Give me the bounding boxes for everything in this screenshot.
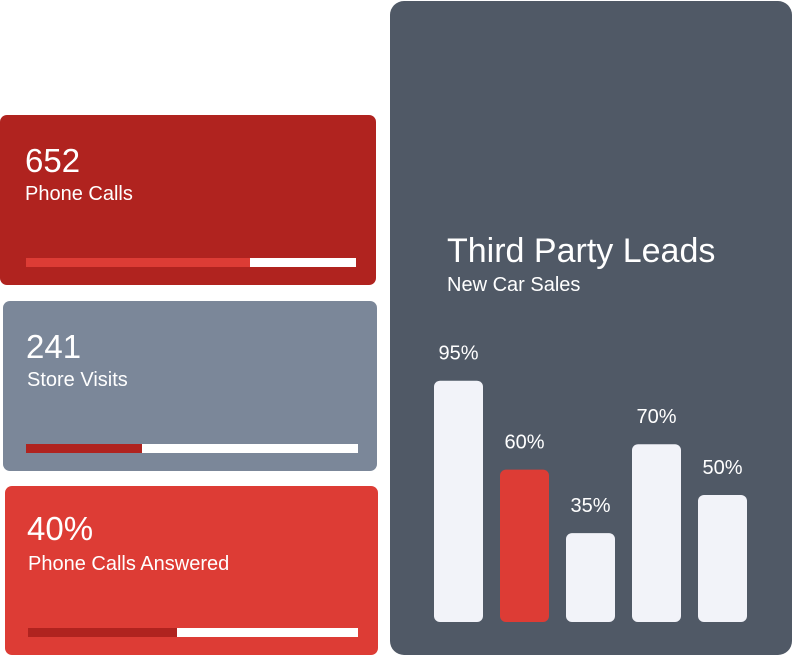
data-label: 50% xyxy=(702,457,742,479)
progress-track xyxy=(28,628,358,637)
chart-bar xyxy=(632,444,681,622)
chart-title: Third Party Leads xyxy=(447,232,716,270)
progress-track xyxy=(26,444,358,453)
stat-label: Store Visits xyxy=(27,369,128,391)
stat-value: 241 xyxy=(26,328,82,365)
chart-bar xyxy=(698,495,747,622)
stat-card-phone-calls: 652 Phone Calls xyxy=(0,115,376,285)
stat-value: 652 xyxy=(25,142,81,179)
chart-bar xyxy=(500,469,549,622)
stat-value: 40% xyxy=(27,510,94,547)
data-label: 70% xyxy=(636,406,676,428)
data-label: 95% xyxy=(438,343,478,365)
stat-label: Phone Calls Answered xyxy=(28,553,230,575)
chart-bar xyxy=(566,533,615,622)
progress-fill xyxy=(28,628,177,637)
bar-chart: 95% 60% 35% 70% 50% xyxy=(434,343,747,622)
progress-track xyxy=(26,258,356,267)
progress-fill xyxy=(26,444,143,453)
stat-card-calls-answered: 40% Phone Calls Answered xyxy=(5,486,378,655)
data-label: 60% xyxy=(504,432,544,454)
stat-card-store-visits: 241 Store Visits xyxy=(3,301,377,471)
chart-panel: Third Party Leads New Car Sales 95% 60% 35… xyxy=(390,1,792,655)
chart-bar xyxy=(434,380,483,622)
data-label: 35% xyxy=(570,495,610,517)
progress-fill xyxy=(26,258,251,267)
chart-subtitle: New Car Sales xyxy=(447,274,581,296)
stat-label: Phone Calls xyxy=(25,183,133,205)
